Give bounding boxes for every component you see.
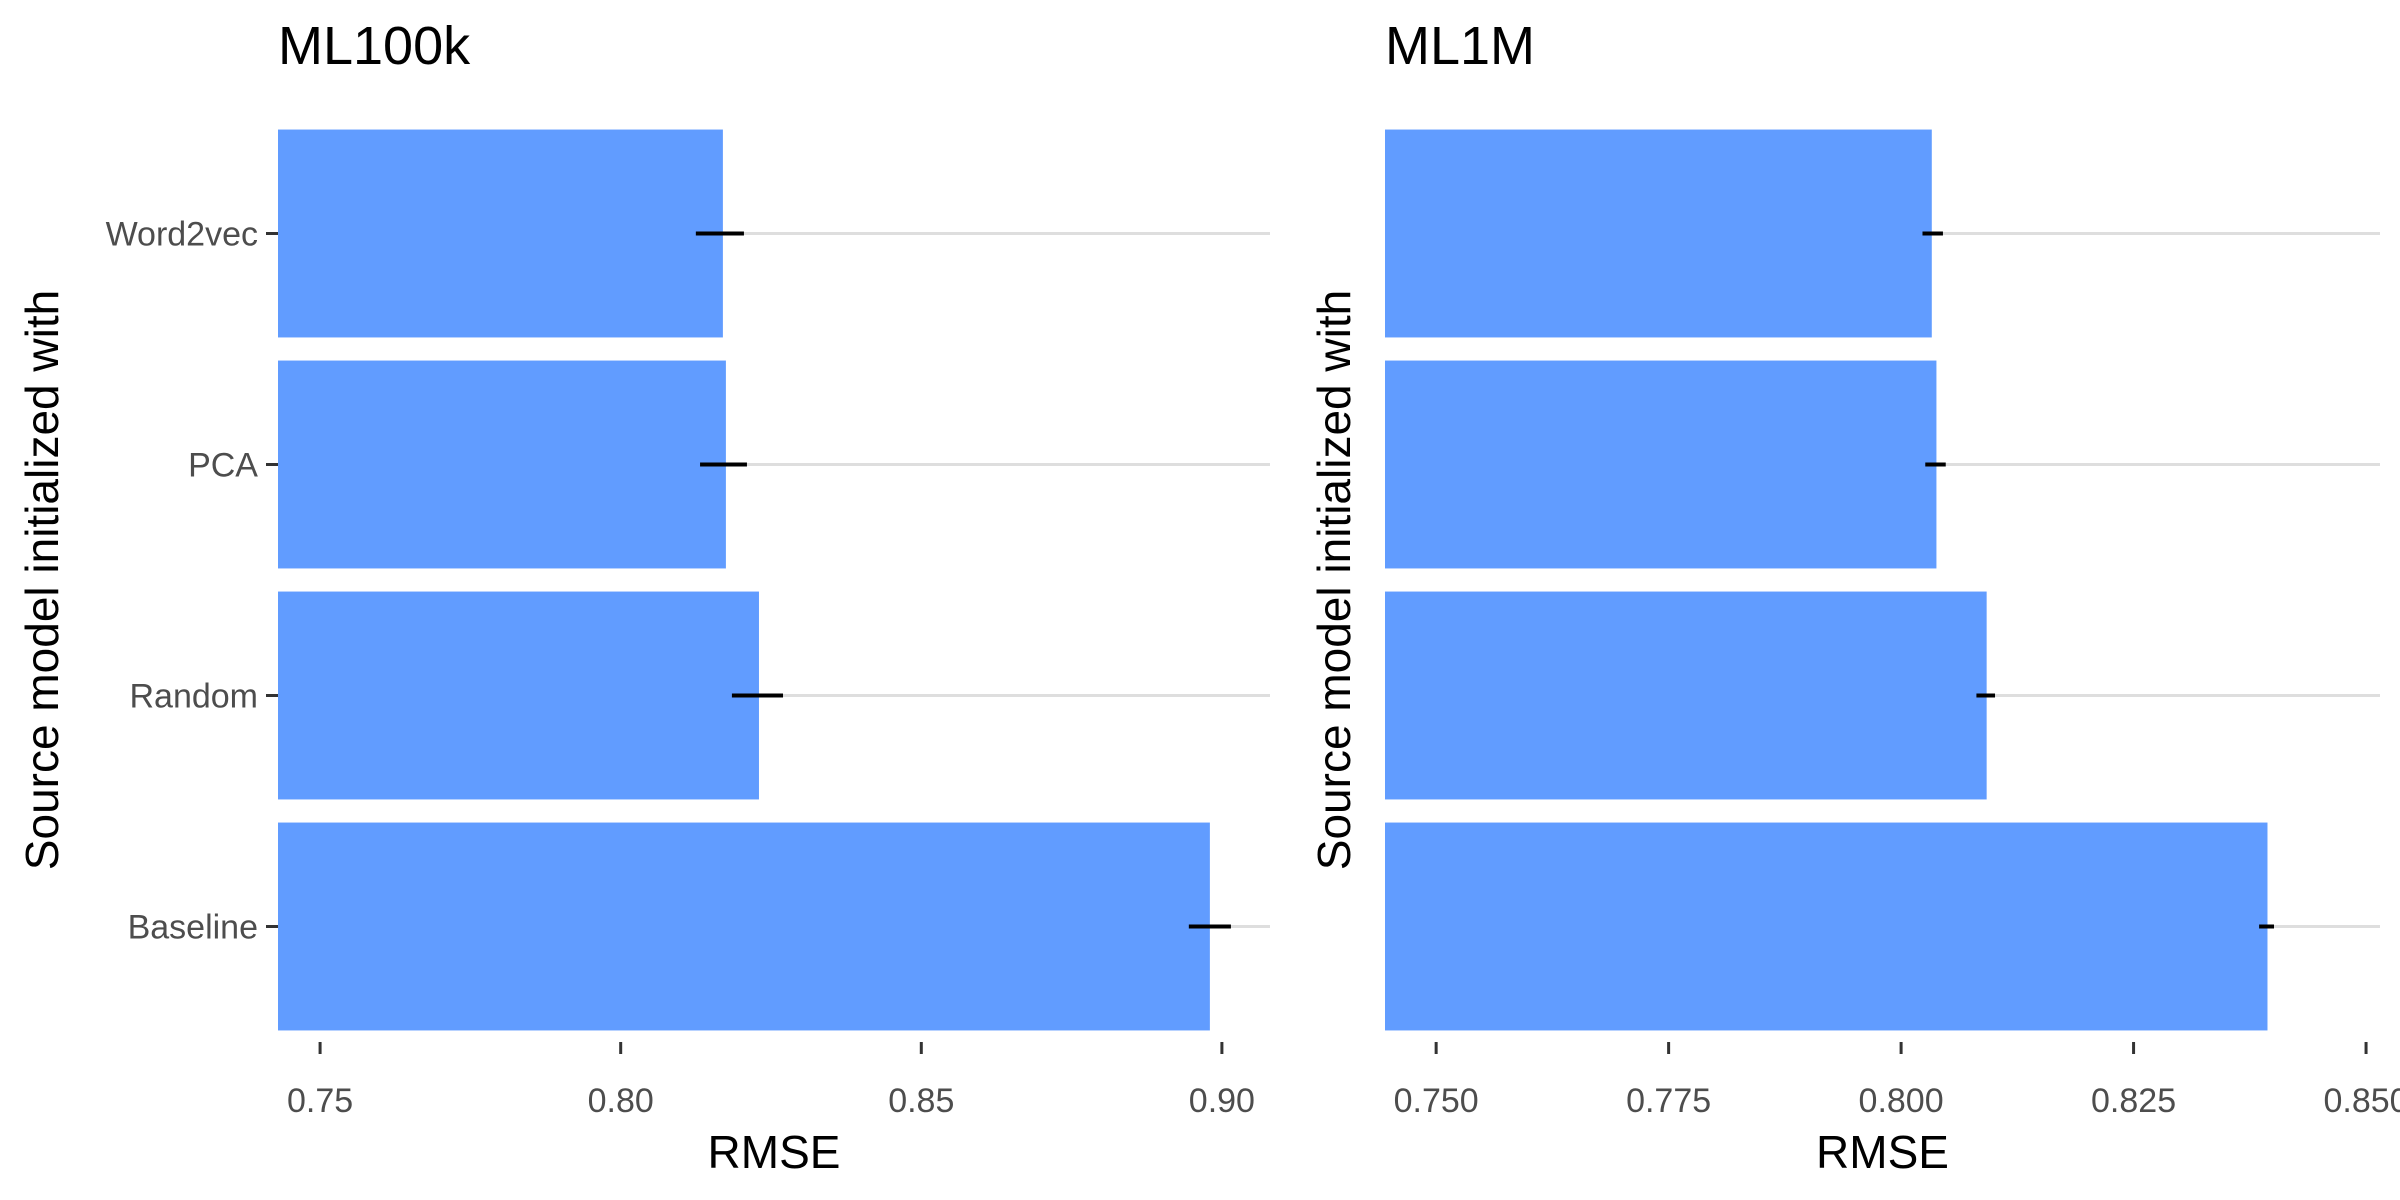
bar-pca <box>1385 360 1937 569</box>
x-tick-label: 0.800 <box>1859 1082 1944 1120</box>
panel-title: ML100k <box>278 16 471 76</box>
bar-pca <box>278 360 726 569</box>
x-tick-label: 0.75 <box>287 1082 353 1120</box>
panel-title: ML1M <box>1385 16 1535 76</box>
y-tick-label: Baseline <box>128 909 258 947</box>
y-tick-label: Random <box>129 678 258 716</box>
y-tick-label: PCA <box>188 447 258 485</box>
bar-random <box>278 591 759 800</box>
x-tick-label: 0.85 <box>888 1082 954 1120</box>
y-axis-title: Source model initialized with <box>16 290 68 870</box>
x-tick-label: 0.80 <box>588 1082 654 1120</box>
x-axis-title: RMSE <box>708 1126 841 1178</box>
bar-baseline <box>278 822 1210 1031</box>
y-tick-label: Word2vec <box>106 216 258 254</box>
x-tick-label: 0.775 <box>1626 1082 1711 1120</box>
x-tick-label: 0.90 <box>1189 1082 1255 1120</box>
x-tick-label: 0.750 <box>1394 1082 1479 1120</box>
chart-panel-1: 0.750 0.775 0.800 0.825 0.850 ML1M RMSE Source … <box>1308 16 2400 1178</box>
x-tick-label: 0.850 <box>2324 1082 2400 1120</box>
bar-word2vec <box>278 129 723 338</box>
bar-word2vec <box>1385 129 1932 338</box>
bar-baseline <box>1385 822 2268 1031</box>
y-axis-title: Source model initialized with <box>1308 290 1360 870</box>
bar-random <box>1385 591 1987 800</box>
x-tick-label: 0.825 <box>2091 1082 2176 1120</box>
chart-panel-0: Word2vec PCA Random Baseline 0.75 0.80 0.85 0.9… <box>16 16 1270 1178</box>
x-axis-title: RMSE <box>1816 1126 1949 1178</box>
